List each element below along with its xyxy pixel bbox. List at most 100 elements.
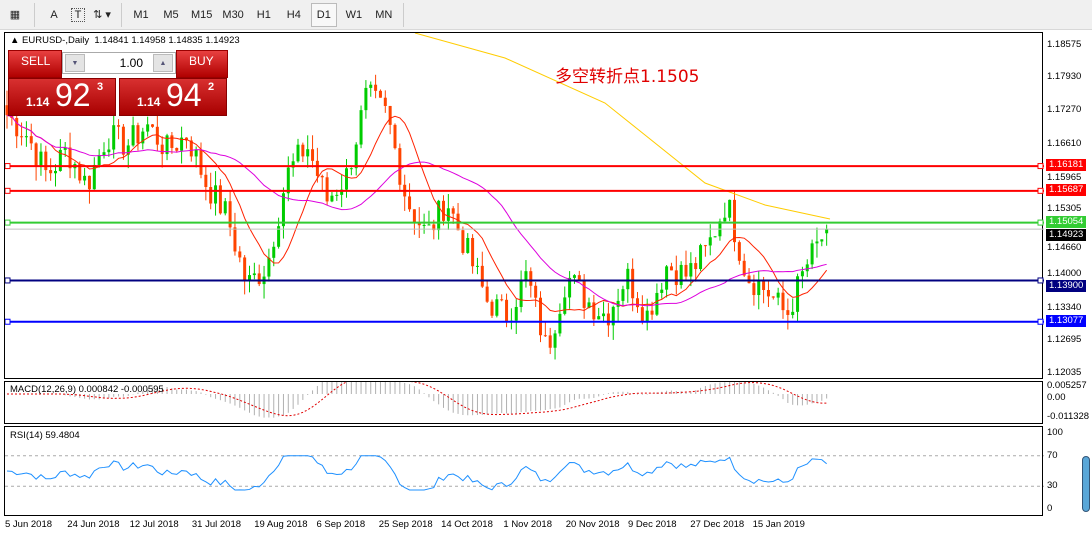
arrows-dropdown-icon[interactable]: ⇅ ▾ (93, 9, 111, 21)
candle-body (669, 266, 673, 271)
lot-size-input[interactable]: ▼ 1.00 ▲ (62, 52, 176, 74)
candle-body (766, 290, 770, 297)
candle-body (757, 281, 761, 296)
macd-pane[interactable] (4, 381, 1043, 424)
tf-h1[interactable]: H1 (256, 8, 271, 21)
candle-body (5, 105, 9, 116)
date-tick: 14 Oct 2018 (441, 519, 493, 530)
candle-body (238, 251, 242, 258)
candle-body (752, 283, 756, 296)
lot-value: 1.00 (119, 56, 143, 70)
candle-body (505, 299, 509, 323)
candle-body (689, 263, 693, 277)
tf-m1[interactable]: M1 (133, 8, 149, 21)
candle-body (349, 168, 353, 170)
candle-body (771, 296, 775, 298)
candle-body (825, 229, 829, 234)
candle-body (747, 275, 751, 284)
price-tick: 1.17270 (1047, 104, 1082, 116)
rsi-axis-tick: 0 (1047, 503, 1053, 514)
rsi-pane[interactable] (4, 426, 1044, 516)
candle-body (437, 200, 441, 231)
lot-increase-icon[interactable]: ▲ (153, 54, 173, 72)
date-tick: 1 Nov 2018 (503, 519, 552, 530)
candle-body (417, 222, 421, 226)
candle-body (684, 264, 688, 277)
candle-body (180, 137, 184, 151)
candle-body (359, 110, 363, 145)
candle-body (786, 310, 790, 315)
tf-m30[interactable]: M30 (222, 8, 244, 21)
sell-price-big: 92 (55, 77, 91, 113)
candle-body (587, 302, 591, 308)
sell-price-pip: 3 (97, 81, 104, 93)
candle-body (141, 131, 145, 144)
candle-body (29, 136, 33, 144)
candle-body (92, 164, 96, 190)
candle-body (495, 299, 499, 316)
buy-price-pip: 2 (208, 81, 215, 93)
tf-m5[interactable]: M5 (163, 8, 179, 21)
candle-body (87, 175, 91, 190)
candle-body (24, 136, 28, 138)
rsi-axis-tick: 30 (1047, 480, 1058, 492)
lot-decrease-icon[interactable]: ▼ (65, 54, 85, 72)
text-label-tool-button[interactable]: T (71, 7, 85, 22)
candle-body (364, 87, 368, 111)
macd-axis-max: 0.005257 (1047, 380, 1087, 391)
chart-header: ▲ EURUSD-,Daily 1.14841 1.14958 1.14835 … (10, 35, 240, 46)
tf-d1[interactable]: D1 (310, 2, 337, 27)
candle-body (723, 217, 727, 222)
candle-body (272, 246, 276, 258)
tf-m15[interactable]: M15 (191, 8, 213, 21)
candle-body (597, 316, 601, 320)
price-tick: 1.14000 (1047, 268, 1082, 280)
candle-body (97, 154, 101, 165)
candle-body (325, 177, 329, 202)
macd-axis-min: -0.011328 (1047, 411, 1090, 422)
sell-button[interactable]: SELL (8, 50, 62, 78)
candle-body (432, 224, 436, 231)
price-tick: 1.18575 (1047, 39, 1082, 50)
candle-body (815, 241, 819, 244)
sell-price-button[interactable]: 1.14 92 3 (8, 77, 116, 116)
candle-body (209, 187, 213, 204)
level-handle (5, 163, 11, 170)
candle-body (699, 245, 703, 270)
candle-body (543, 335, 547, 337)
price-tick: 1.15965 (1047, 172, 1082, 184)
date-tick: 31 Jul 2018 (191, 519, 242, 530)
candle-body (223, 201, 227, 214)
line-studies-button[interactable]: ▦ (9, 9, 21, 21)
candle-body (78, 164, 82, 181)
ma-mid-line (6, 114, 827, 307)
candle-body (703, 245, 707, 247)
candle-body (728, 199, 732, 218)
candle-body (762, 281, 766, 290)
candle-body (466, 237, 470, 253)
text-tool-button[interactable]: A (50, 8, 58, 21)
candle-body (548, 335, 552, 348)
candle-body (160, 144, 164, 155)
symbol-label: EURUSD-,Daily (22, 35, 90, 46)
candle-body (252, 273, 256, 276)
candle-body (354, 144, 358, 169)
candle-body (15, 117, 19, 137)
scrollbar-handle[interactable] (1082, 456, 1090, 512)
buy-price-button[interactable]: 1.14 94 2 (119, 77, 227, 116)
tf-mn[interactable]: MN (375, 8, 393, 21)
candle-body (655, 292, 659, 315)
candle-body (121, 126, 125, 155)
candle-body (427, 224, 431, 226)
tf-h4[interactable]: H4 (286, 8, 301, 21)
level-price-tag: 1.16181 (1046, 159, 1086, 172)
chart-annotation[interactable]: 多空转折点1.1505 (555, 67, 700, 87)
candle-body (422, 224, 426, 226)
tf-w1[interactable]: W1 (345, 8, 363, 21)
candle-body (330, 195, 334, 202)
buy-button[interactable]: BUY (176, 50, 228, 78)
level-handle (5, 219, 11, 226)
candle-body (636, 298, 639, 308)
candle-body (606, 313, 610, 326)
candle-body (539, 297, 542, 336)
